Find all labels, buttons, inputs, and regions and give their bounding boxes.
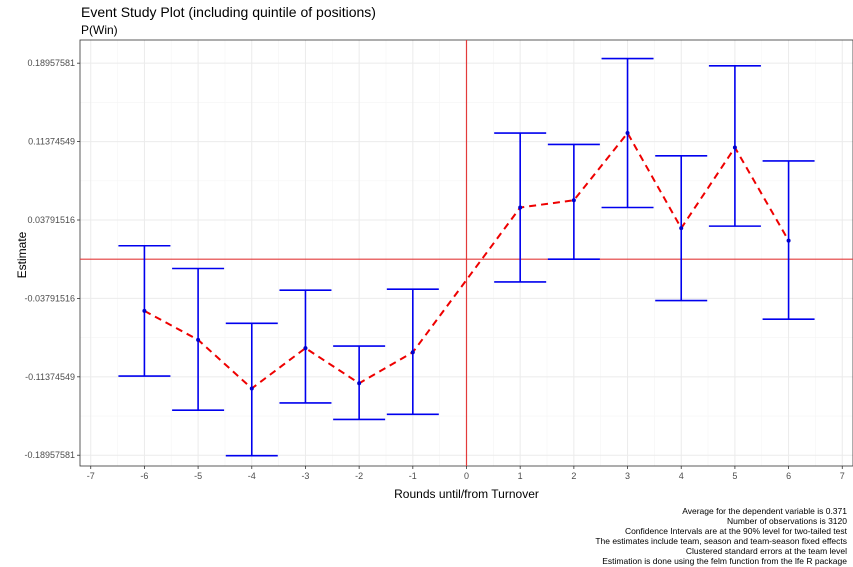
x-axis-label: Rounds until/from Turnover [394,487,539,501]
x-tick-label: 0 [464,471,469,481]
footnote-line: Number of observations is 3120 [726,516,847,526]
chart-subtitle: P(Win) [81,23,118,37]
y-tick-label: -0.18957581 [24,450,75,460]
y-tick-label: -0.03791516 [24,293,75,303]
x-tick-label: 7 [840,471,845,481]
footnote-line: Clustered standard errors at the team le… [685,546,847,556]
x-tick-label: -4 [248,471,256,481]
x-tick-label: -7 [87,471,95,481]
x-tick-label: -1 [409,471,417,481]
x-tick-label: -6 [140,471,148,481]
x-tick-label: 4 [679,471,684,481]
y-tick-label: 0.18957581 [27,58,75,68]
footnote-line: Average for the dependent variable is 0.… [682,506,847,516]
estimate-point [786,238,791,243]
estimate-point [357,381,362,386]
estimate-point [518,205,523,210]
footnote-line: Estimation is done using the felm functi… [602,556,847,566]
x-tick-label: -3 [301,471,309,481]
estimate-point [679,226,684,231]
estimate-point [196,337,201,342]
estimate-point [625,131,630,136]
footnotes: Average for the dependent variable is 0.… [595,506,847,566]
x-tick-label: 5 [732,471,737,481]
estimate-point [732,145,737,150]
y-tick-label: 0.11374549 [28,137,75,147]
x-tick-label: 6 [786,471,791,481]
estimate-point [410,350,415,355]
estimate-point [142,308,147,313]
x-tick-label: 3 [625,471,630,481]
estimate-point [249,386,254,391]
estimate-point [571,198,576,203]
chart-title: Event Study Plot (including quintile of … [81,4,376,20]
footnote-line: Confidence Intervals are at the 90% leve… [624,526,847,536]
x-tick-label: 1 [518,471,523,481]
x-tick-label: -2 [355,471,363,481]
x-tick-label: -5 [194,471,202,481]
x-tick-label: 2 [571,471,576,481]
footnote-line: The estimates include team, season and t… [595,536,847,546]
estimate-trend-line [143,131,790,390]
estimate-point [303,346,308,351]
y-tick-label: 0.03791516 [27,215,75,225]
y-tick-label: -0.11374549 [25,372,75,382]
